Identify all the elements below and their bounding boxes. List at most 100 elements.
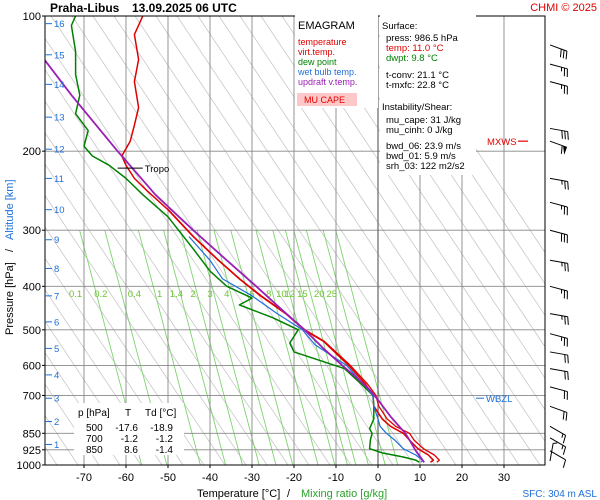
wind-barb [549,450,567,468]
y-axis-title-pressure: Pressure [hPa] [4,262,16,335]
y-tick-label: 400 [23,281,41,293]
y-tick-label: 1000 [17,460,41,472]
altitude-tick-label: 15 [54,50,65,61]
mixing-ratio-line [163,230,227,465]
x-axis-title: Temperature [°C] / Mixing ratio [g/kg] [197,488,387,500]
y-tick-label: 100 [23,11,41,23]
wind-barb [549,127,569,140]
wind-barb-flag [559,48,562,58]
wind-barb [549,229,568,244]
altitude-tick-label: 10 [54,205,65,216]
altitude-tick-label: 8 [54,264,59,275]
svg-text:/: / [4,248,16,252]
wind-barb-flag [567,181,569,190]
mixing-ratio-label: 1.4 [170,289,183,300]
surface-elevation: SFC: 304 m ASL [523,489,598,500]
adiabat-line [197,16,499,465]
mixing-ratio-label: 1 [157,289,162,300]
surface-temp: temp: 11.0 °C [386,43,444,54]
series-line-wet-bulb-temp [188,236,424,463]
mixing-ratio-label: 2 [191,289,196,300]
wind-barb [549,63,568,78]
wind-barb-flag [564,316,566,325]
x-tick-label: -10 [328,472,344,484]
legend-title: EMAGRAM [298,20,355,32]
y-axis-title-altitude: Altitude [km] [4,179,16,240]
surface-press: press: 986.5 hPa [386,33,459,44]
mixing-ratio-line [322,230,386,465]
adiabat-line [45,289,163,465]
wind-barb [549,140,568,155]
wind-barb-flag [564,371,566,380]
wind-barb-staff [549,450,566,461]
adiabat-line [155,16,457,465]
altitude-tick-label: 4 [54,370,59,381]
x-tick-label: 0 [375,472,381,484]
adiabat-line [45,383,100,465]
levels-table-header-td: Td [°C] [145,408,176,419]
altitude-tick-label: 16 [54,19,65,30]
wind-barb-flag [565,51,568,60]
mixing-ratio-label: 0.2 [94,289,107,300]
mixing-ratio-label: 0.1 [69,289,82,300]
instability-bwd-06: bwd_06: 23.9 m/s [386,141,461,152]
levels-table-cell: -1.2 [156,434,174,445]
x-tick-label: -40 [202,472,218,484]
y-tick-label: 850 [23,428,41,440]
mixing-ratio-line [137,230,201,465]
mixing-ratio-line [230,230,294,465]
levels-table-cell: 8.6 [124,445,138,456]
legend-item-updraft: updraft v.temp. [298,77,357,87]
wind-barb [549,425,567,444]
mixing-ratio-line [213,230,277,465]
levels-table-cell: 500 [86,423,103,434]
levels-table-header-p: p [hPa] [78,408,110,419]
instability-srh-03: srh_03: 122 m2/s2 [386,161,465,172]
levels-table-cell: -1.4 [156,445,174,456]
wind-barb-flag [567,263,569,272]
profiles-layer [45,16,440,463]
levels-table-header-t: T [125,408,131,419]
x-tick-label: 20 [456,472,468,484]
wind-barbs-layer [549,44,569,468]
mixing-ratio-label: 3 [207,289,212,300]
adiabat-line [71,16,373,465]
adiabat-line [45,352,121,465]
altitude-tick-label: 14 [54,80,65,91]
mu-cape-badge-label: MU CAPE [304,95,345,105]
altitude-tick-label: 3 [54,394,59,405]
wind-barb [549,333,568,347]
adiabat-line [45,69,310,465]
mixing-ratio-label: 4 [224,289,229,300]
instability-bwd-01: bwd_01: 5.9 m/s [386,151,456,162]
legend-item-virt-temp: virt.temp. [298,47,335,57]
wind-barb-flag [564,262,566,272]
wind-barb [549,201,568,216]
wind-barb-flag [567,316,569,325]
wind-barb [549,81,568,95]
y-tick-label: 200 [23,146,41,158]
levels-table-cell: 850 [86,445,103,456]
adiabat-line [45,100,289,465]
adiabat-line [45,194,226,465]
series-line-updraft-v-temp [45,58,425,463]
series-line-virt-temp [167,209,440,463]
mu-cape-badge [297,93,357,106]
wind-barb-staff [549,443,554,462]
wind-barb [549,44,568,60]
credit-link[interactable]: CHMI © 2025 [530,2,597,14]
adiabat-line [45,320,142,465]
x-axis-title-mixing: Mixing ratio [g/kg] [301,488,387,500]
svg-text:/: / [287,488,291,500]
wind-barb-flag [565,412,568,421]
mixing-ratio-label: 15 [297,289,308,300]
station-name: Praha-Libus [50,1,120,15]
wind-barb-flag [562,435,567,444]
adiabat-line [45,163,247,465]
wind-barb [549,437,567,455]
mixing-ratio-line [335,230,399,465]
x-tick-label: -50 [160,472,176,484]
wind-barb-half-flag [561,445,564,450]
surface-tconv: t-conv: 21.1 °C [386,70,449,81]
